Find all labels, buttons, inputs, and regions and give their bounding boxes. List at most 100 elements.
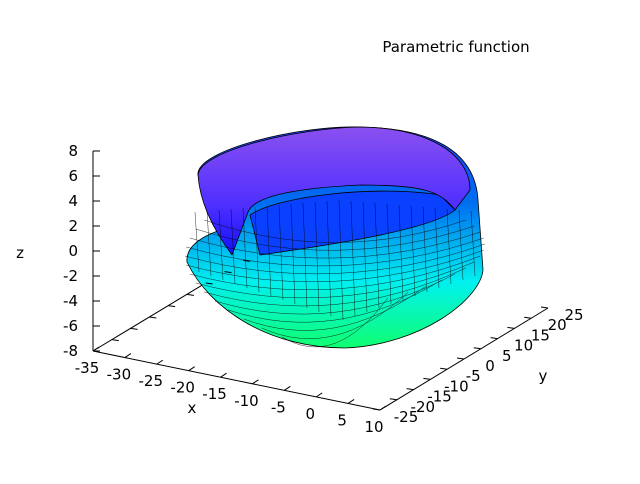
mesh-line [302, 202, 308, 309]
x-tick-label: -25 [139, 372, 164, 390]
y-tick [490, 337, 498, 340]
y-tick [406, 388, 414, 391]
mesh-line [446, 208, 452, 285]
mesh-line [278, 204, 284, 301]
back-tick [168, 305, 176, 308]
x-tick [188, 366, 195, 372]
back-tick [149, 316, 157, 319]
mesh-line [189, 231, 481, 259]
mesh-line [470, 210, 476, 277]
mesh-line [362, 201, 368, 313]
mesh-line [410, 205, 416, 297]
mesh-line [194, 211, 200, 273]
z-tick-label: -8 [63, 342, 78, 360]
mesh-line [254, 206, 260, 293]
mesh-line [398, 204, 404, 301]
mesh-line [242, 207, 248, 289]
y-tick [473, 347, 481, 350]
y-tick-label: 0 [485, 357, 495, 375]
x-tick [284, 385, 291, 391]
z-tick-label: 2 [68, 217, 78, 235]
z-tick-label: 0 [68, 242, 78, 260]
y-tick [524, 316, 532, 319]
back-tick [111, 339, 119, 342]
mesh-line [204, 219, 466, 243]
mesh-line [290, 203, 296, 305]
y-tick [389, 398, 397, 401]
x-tick [347, 399, 355, 404]
y-tick-label: 5 [502, 347, 512, 365]
back-tick [224, 271, 232, 274]
x-tick-label: 5 [337, 411, 347, 429]
y-tick-label: -10 [444, 377, 469, 395]
x-axis [92, 350, 381, 411]
y-tick [372, 408, 381, 411]
x-tick-label: 0 [305, 405, 315, 423]
y-tick-label: 20 [548, 316, 567, 334]
mesh-line [186, 249, 484, 283]
y-axis-label: y [539, 367, 548, 385]
mesh-line [374, 202, 380, 309]
y-tick [540, 306, 549, 309]
back-tick [130, 327, 138, 330]
tick-marks [92, 150, 549, 411]
x-tick [156, 359, 164, 365]
back-tick [205, 282, 213, 285]
y-tick-label: 10 [514, 337, 533, 355]
x-tick-label: -15 [202, 385, 227, 403]
mesh-line [282, 297, 389, 348]
mesh-line [186, 237, 484, 267]
back-tick [243, 259, 251, 262]
mesh-line [314, 201, 320, 313]
x-tick [252, 379, 259, 385]
y-tick [507, 326, 515, 329]
y-tick-label: -20 [411, 398, 436, 416]
mesh-line [195, 225, 475, 251]
x-tick [124, 353, 132, 358]
y-tick [456, 357, 465, 360]
mesh-line [266, 205, 272, 297]
mesh-line [189, 255, 481, 291]
y-tick [440, 367, 448, 370]
mesh-line [350, 200, 356, 317]
mesh-line [218, 209, 224, 281]
mesh-line [326, 200, 332, 317]
x-tick-label: -35 [75, 359, 100, 377]
surface-mesh [184, 199, 486, 348]
y-tick-label: -25 [394, 408, 419, 426]
mesh-line [243, 285, 427, 331]
mesh-line [230, 208, 236, 285]
z-tick-label: 4 [68, 192, 78, 210]
mesh-line [338, 199, 344, 321]
mesh-line [434, 207, 440, 289]
mesh-line [184, 243, 486, 275]
surface [184, 126, 486, 349]
mesh-line [195, 261, 475, 299]
z-tick-label: 8 [68, 142, 78, 160]
y-tick [423, 377, 431, 380]
mesh-line [422, 206, 428, 293]
z-tick-label: -4 [63, 292, 78, 310]
y-tick-label: -15 [427, 388, 452, 406]
x-tick [315, 392, 323, 398]
y-tick-label: 25 [564, 306, 583, 324]
x-tick [220, 372, 227, 378]
y-tick-label: -5 [466, 367, 481, 385]
back-tick [186, 293, 194, 296]
mesh-line [458, 209, 464, 281]
surface-top-band [197, 126, 471, 256]
mesh-line [261, 291, 409, 339]
mesh-line [206, 210, 212, 277]
chart-title: Parametric function [382, 38, 529, 56]
z-tick-label: 6 [68, 167, 78, 185]
x-tick-label: -5 [271, 398, 286, 416]
mesh-line [214, 273, 456, 315]
y-tick-label: 15 [531, 326, 550, 344]
x-tick [379, 405, 387, 411]
mesh-line [204, 267, 466, 307]
x-axis-label: x [188, 399, 197, 417]
x-tick [92, 346, 100, 352]
z-axis-label: z [16, 244, 24, 262]
mesh-line [386, 203, 392, 305]
